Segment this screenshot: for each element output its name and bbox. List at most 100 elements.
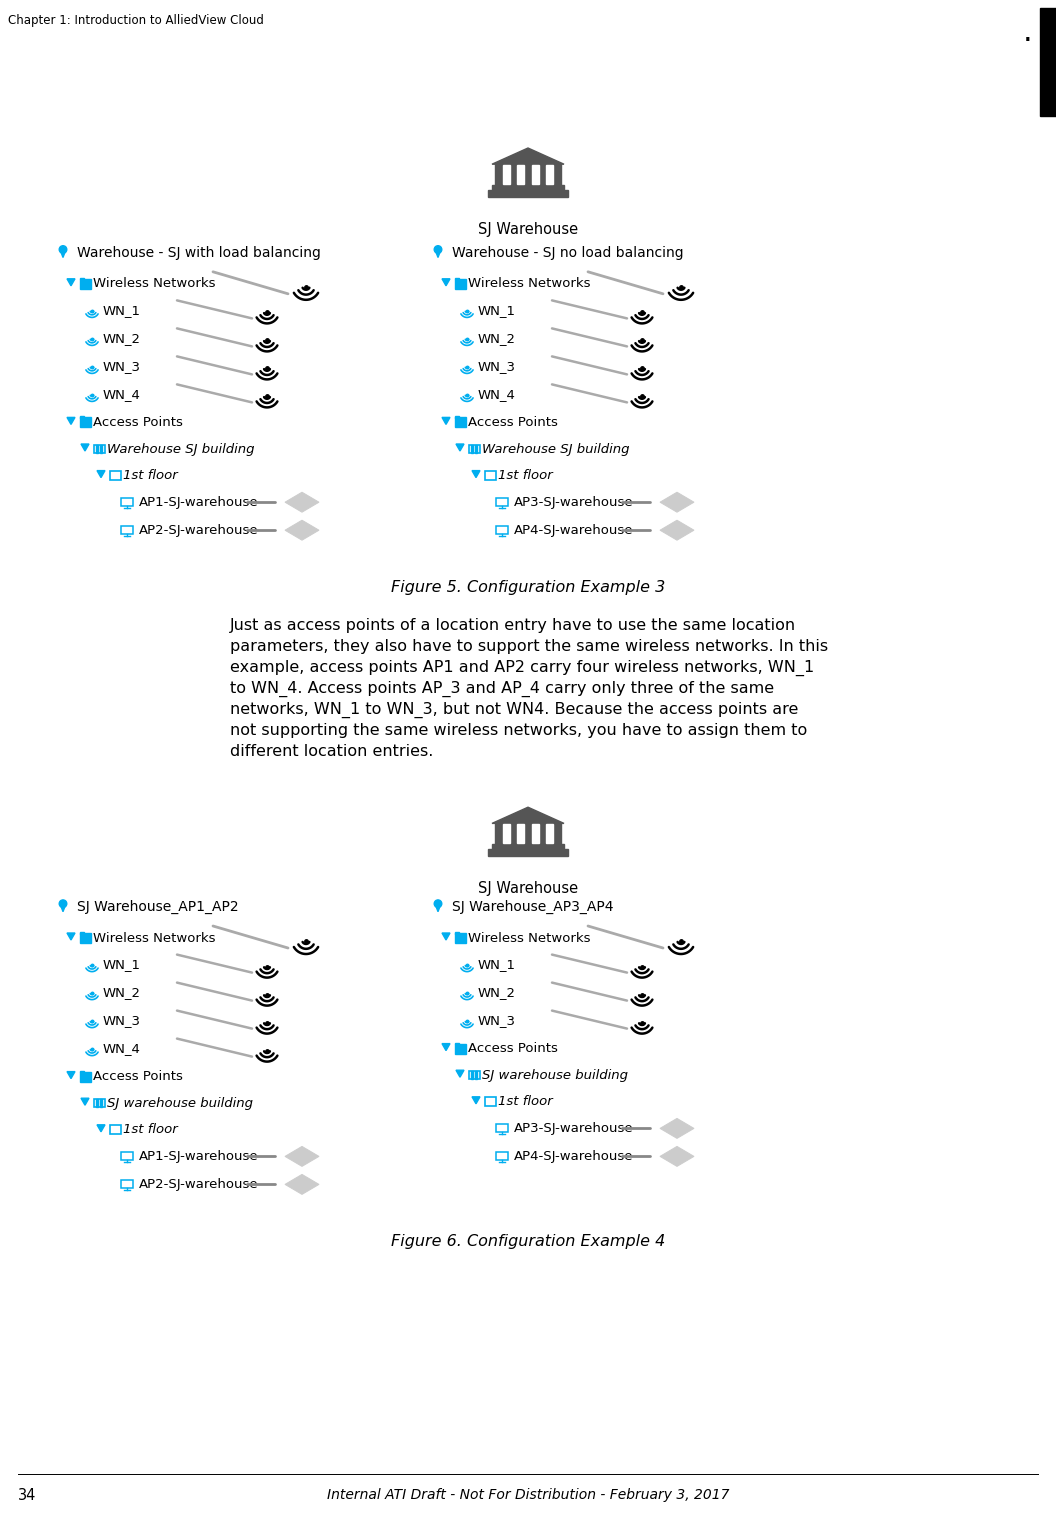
Bar [454, 417, 459, 418]
Polygon shape [456, 444, 464, 452]
Circle shape [434, 900, 441, 908]
Bar [94, 446, 105, 453]
Text: WN_2: WN_2 [103, 331, 142, 345]
Bar [485, 472, 495, 481]
Bar [532, 165, 539, 183]
Bar [79, 418, 91, 427]
Bar [492, 844, 564, 850]
Bar [454, 418, 466, 427]
Text: WN_2: WN_2 [103, 986, 142, 1000]
Text: 34: 34 [18, 1488, 36, 1503]
Bar [100, 446, 102, 453]
Circle shape [59, 246, 67, 253]
Text: Just as access points of a location entry have to use the same location: Just as access points of a location entr… [230, 618, 796, 633]
Bar [503, 824, 510, 842]
Bar [496, 525, 508, 534]
Text: 1st floor: 1st floor [498, 1096, 552, 1108]
Text: Chapter 1: Introduction to AlliedView Cloud: Chapter 1: Introduction to AlliedView Cl… [8, 14, 264, 27]
Text: WN_1: WN_1 [103, 304, 142, 317]
Text: Wireless Networks: Wireless Networks [468, 931, 590, 945]
Text: SJ Warehouse: SJ Warehouse [478, 881, 578, 896]
Polygon shape [67, 279, 75, 285]
Bar [110, 1125, 120, 1134]
Text: Warehouse - SJ no load balancing: Warehouse - SJ no load balancing [452, 246, 683, 259]
Polygon shape [97, 470, 105, 478]
Polygon shape [285, 1146, 319, 1166]
Bar [454, 279, 466, 288]
Text: Warehouse SJ building: Warehouse SJ building [482, 443, 629, 455]
Polygon shape [472, 470, 480, 478]
Polygon shape [660, 1146, 694, 1166]
Polygon shape [67, 418, 75, 424]
Bar [517, 165, 524, 183]
Text: AP4-SJ-warehouse: AP4-SJ-warehouse [514, 523, 634, 537]
Bar [492, 185, 564, 191]
Bar [496, 1123, 508, 1132]
Bar [79, 278, 83, 279]
Polygon shape [285, 520, 319, 540]
Text: Warehouse - SJ with load balancing: Warehouse - SJ with load balancing [77, 246, 321, 259]
Polygon shape [67, 932, 75, 940]
Text: SJ Warehouse_AP1_AP2: SJ Warehouse_AP1_AP2 [77, 900, 239, 914]
Polygon shape [660, 520, 694, 540]
Polygon shape [81, 1099, 89, 1105]
Text: AP4-SJ-warehouse: AP4-SJ-warehouse [514, 1151, 634, 1163]
Bar [546, 824, 553, 842]
Text: AP3-SJ-warehouse: AP3-SJ-warehouse [514, 1122, 634, 1135]
Bar [96, 446, 98, 453]
Text: Access Points: Access Points [468, 417, 558, 429]
Text: AP2-SJ-warehouse: AP2-SJ-warehouse [139, 523, 259, 537]
Text: 1st floor: 1st floor [122, 1123, 177, 1137]
Text: WN_1: WN_1 [478, 304, 516, 317]
Bar [485, 1097, 495, 1106]
Circle shape [434, 246, 441, 253]
Polygon shape [60, 249, 65, 258]
Polygon shape [435, 249, 441, 258]
Bar [454, 932, 466, 943]
Bar [121, 1180, 133, 1189]
Bar [488, 191, 568, 197]
Bar [100, 1099, 102, 1106]
Text: SJ warehouse building: SJ warehouse building [482, 1068, 628, 1082]
Bar [475, 446, 477, 453]
Text: SJ warehouse building: SJ warehouse building [107, 1097, 253, 1109]
Text: .: . [1023, 18, 1033, 47]
Polygon shape [442, 932, 450, 940]
Text: Warehouse SJ building: Warehouse SJ building [107, 443, 254, 455]
Text: different location entries.: different location entries. [230, 745, 433, 760]
Text: WN_1: WN_1 [103, 958, 142, 971]
Polygon shape [492, 148, 564, 165]
Bar [495, 824, 561, 844]
Bar [121, 525, 133, 534]
Bar [79, 1071, 83, 1073]
Bar [488, 850, 568, 856]
Text: networks, WN_1 to WN_3, but not WN4. Because the access points are: networks, WN_1 to WN_3, but not WN4. Bec… [230, 702, 798, 719]
Polygon shape [435, 903, 441, 911]
Text: WN_3: WN_3 [103, 1015, 142, 1027]
Bar [496, 497, 508, 505]
Polygon shape [442, 1044, 450, 1050]
Text: Wireless Networks: Wireless Networks [468, 278, 590, 290]
Polygon shape [472, 1097, 480, 1103]
Bar [79, 932, 83, 934]
Text: Internal ATI Draft - Not For Distribution - February 3, 2017: Internal ATI Draft - Not For Distributio… [326, 1488, 730, 1502]
Text: WN_4: WN_4 [103, 1042, 140, 1054]
Polygon shape [285, 1175, 319, 1195]
Bar [454, 1044, 466, 1053]
Polygon shape [97, 1125, 105, 1132]
Bar [121, 497, 133, 505]
Text: not supporting the same wireless networks, you have to assign them to: not supporting the same wireless network… [230, 723, 807, 739]
Bar [96, 1099, 98, 1106]
Bar [532, 824, 539, 842]
Text: AP2-SJ-warehouse: AP2-SJ-warehouse [139, 1178, 259, 1190]
Bar [454, 932, 459, 934]
Bar [454, 278, 459, 279]
Bar [469, 446, 479, 453]
Polygon shape [81, 444, 89, 452]
Bar [475, 1071, 477, 1079]
Text: Wireless Networks: Wireless Networks [93, 278, 215, 290]
Text: Access Points: Access Points [468, 1042, 558, 1054]
Text: Figure 6. Configuration Example 4: Figure 6. Configuration Example 4 [391, 1235, 665, 1250]
Text: WN_2: WN_2 [478, 986, 516, 1000]
Polygon shape [442, 418, 450, 424]
